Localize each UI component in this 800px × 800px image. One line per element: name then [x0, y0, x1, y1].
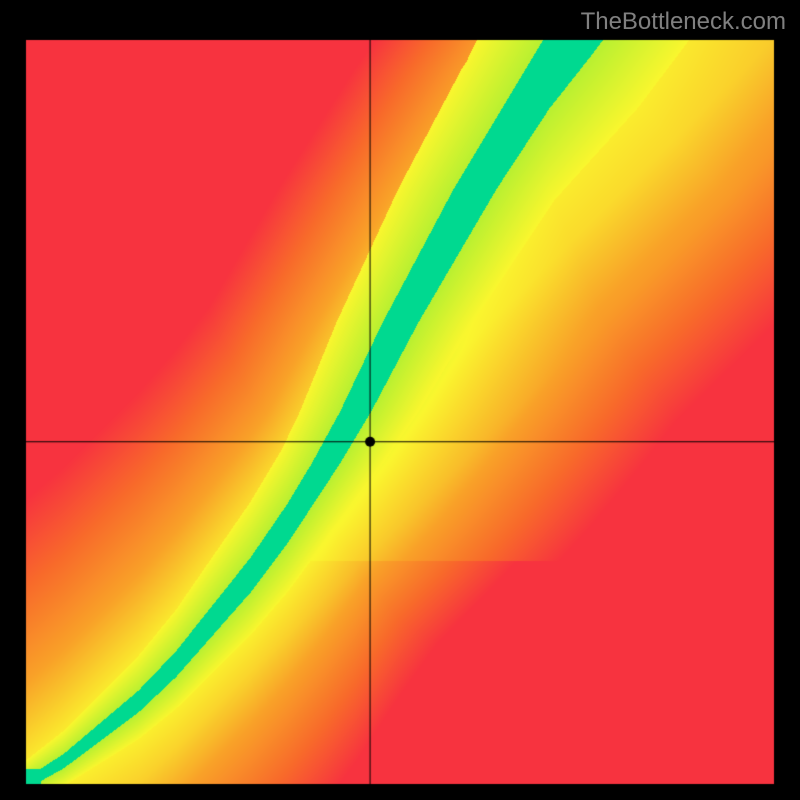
heatmap-canvas	[0, 0, 800, 800]
watermark-text: TheBottleneck.com	[581, 8, 786, 36]
chart-container: TheBottleneck.com	[0, 0, 800, 800]
